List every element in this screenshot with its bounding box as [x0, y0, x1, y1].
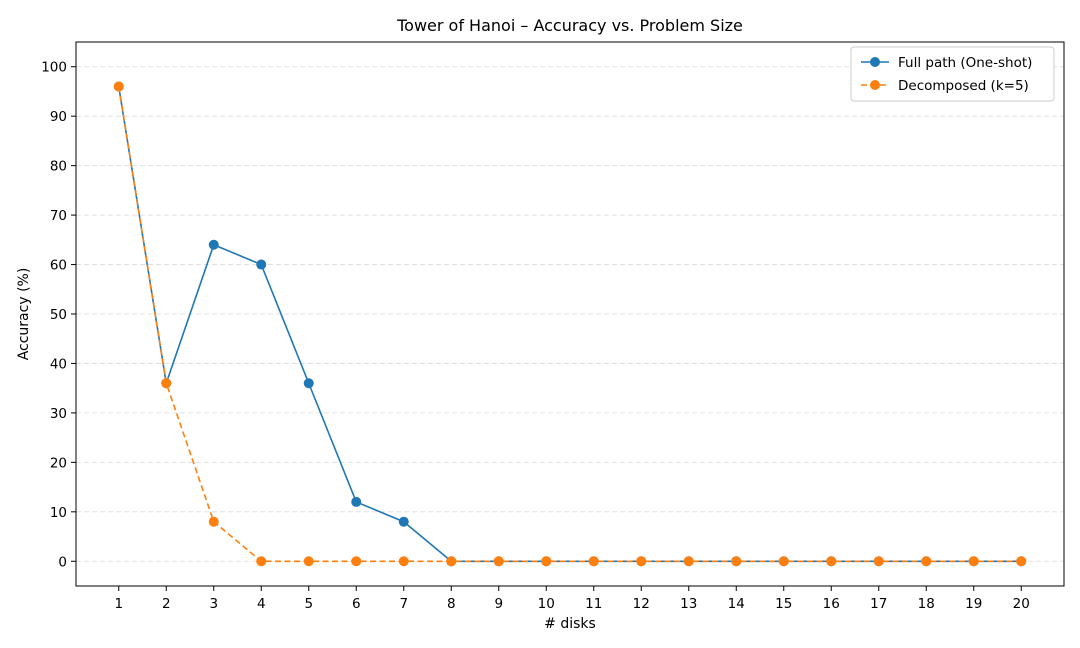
- x-tick-label: 1: [114, 596, 123, 612]
- data-point: [778, 556, 789, 567]
- data-point: [921, 556, 932, 567]
- data-point: [256, 556, 267, 567]
- y-tick-label: 100: [41, 60, 67, 76]
- y-axis: 0 10 20 30 40 50 60 70 80 90 100: [41, 60, 76, 570]
- x-tick-label: 6: [352, 596, 361, 612]
- y-tick-label: 40: [50, 356, 67, 372]
- legend: Full path (One-shot) Decomposed (k=5): [850, 46, 1055, 102]
- y-tick-label: 20: [50, 455, 67, 471]
- data-point: [113, 81, 124, 92]
- x-axis-title: # disks: [544, 616, 596, 632]
- y-tick-label: 10: [50, 505, 67, 521]
- y-tick-label: 0: [58, 554, 67, 570]
- y-tick-label: 60: [50, 258, 67, 274]
- series-line: [117, 86, 1022, 563]
- data-point: [398, 516, 409, 527]
- series-2: [113, 81, 1027, 567]
- legend-box: [850, 46, 1055, 102]
- x-tick-label: 9: [494, 596, 503, 612]
- data-point: [398, 556, 409, 567]
- data-point: [303, 378, 314, 389]
- data-point: [351, 496, 362, 507]
- data-point: [493, 556, 504, 567]
- data-point: [351, 556, 362, 567]
- legend-marker: [870, 80, 880, 90]
- series-layer: [113, 81, 1027, 567]
- chart-title: Tower of Hanoi – Accuracy vs. Problem Si…: [396, 16, 743, 35]
- y-tick-label: 90: [50, 109, 67, 125]
- x-tick-label: 7: [399, 596, 408, 612]
- x-tick-label: 17: [870, 596, 887, 612]
- legend-marker: [870, 57, 880, 67]
- data-point: [303, 556, 314, 567]
- x-axis: 1 2 3 4 5 6 7 8 9 10 11 12 13 14 15 16 17 18 19 20: [114, 586, 1030, 612]
- x-tick-label: 8: [447, 596, 456, 612]
- x-tick-label: 11: [585, 596, 602, 612]
- data-point: [731, 556, 742, 567]
- data-point: [256, 259, 267, 270]
- data-point: [588, 556, 599, 567]
- x-tick-label: 3: [209, 596, 218, 612]
- data-point: [968, 556, 979, 567]
- x-tick-label: 2: [162, 596, 171, 612]
- x-tick-label: 20: [1013, 596, 1030, 612]
- x-tick-label: 12: [633, 596, 650, 612]
- x-tick-label: 16: [823, 596, 840, 612]
- x-tick-label: 5: [304, 596, 313, 612]
- data-point: [208, 516, 219, 527]
- series-1: [113, 81, 1027, 567]
- data-point: [208, 239, 219, 250]
- y-tick-label: 70: [50, 208, 67, 224]
- data-point: [541, 556, 552, 567]
- data-point: [161, 378, 172, 389]
- data-point: [826, 556, 837, 567]
- y-axis-title: Accuracy (%): [16, 268, 32, 361]
- data-point: [636, 556, 647, 567]
- legend-label: Full path (One-shot): [898, 55, 1032, 71]
- y-tick-label: 80: [50, 159, 67, 175]
- x-tick-label: 18: [918, 596, 935, 612]
- y-tick-label: 50: [50, 307, 67, 323]
- series-line: [117, 86, 1022, 563]
- data-point: [446, 556, 457, 567]
- x-tick-label: 14: [728, 596, 745, 612]
- x-tick-label: 13: [680, 596, 697, 612]
- data-point: [1016, 556, 1027, 567]
- x-tick-label: 19: [965, 596, 982, 612]
- data-point: [873, 556, 884, 567]
- x-tick-label: 10: [538, 596, 555, 612]
- x-tick-label: 15: [775, 596, 792, 612]
- x-tick-label: 4: [257, 596, 266, 612]
- data-point: [683, 556, 694, 567]
- gridlines: [76, 66, 1064, 562]
- legend-label: Decomposed (k=5): [898, 78, 1029, 94]
- y-tick-label: 30: [50, 406, 67, 422]
